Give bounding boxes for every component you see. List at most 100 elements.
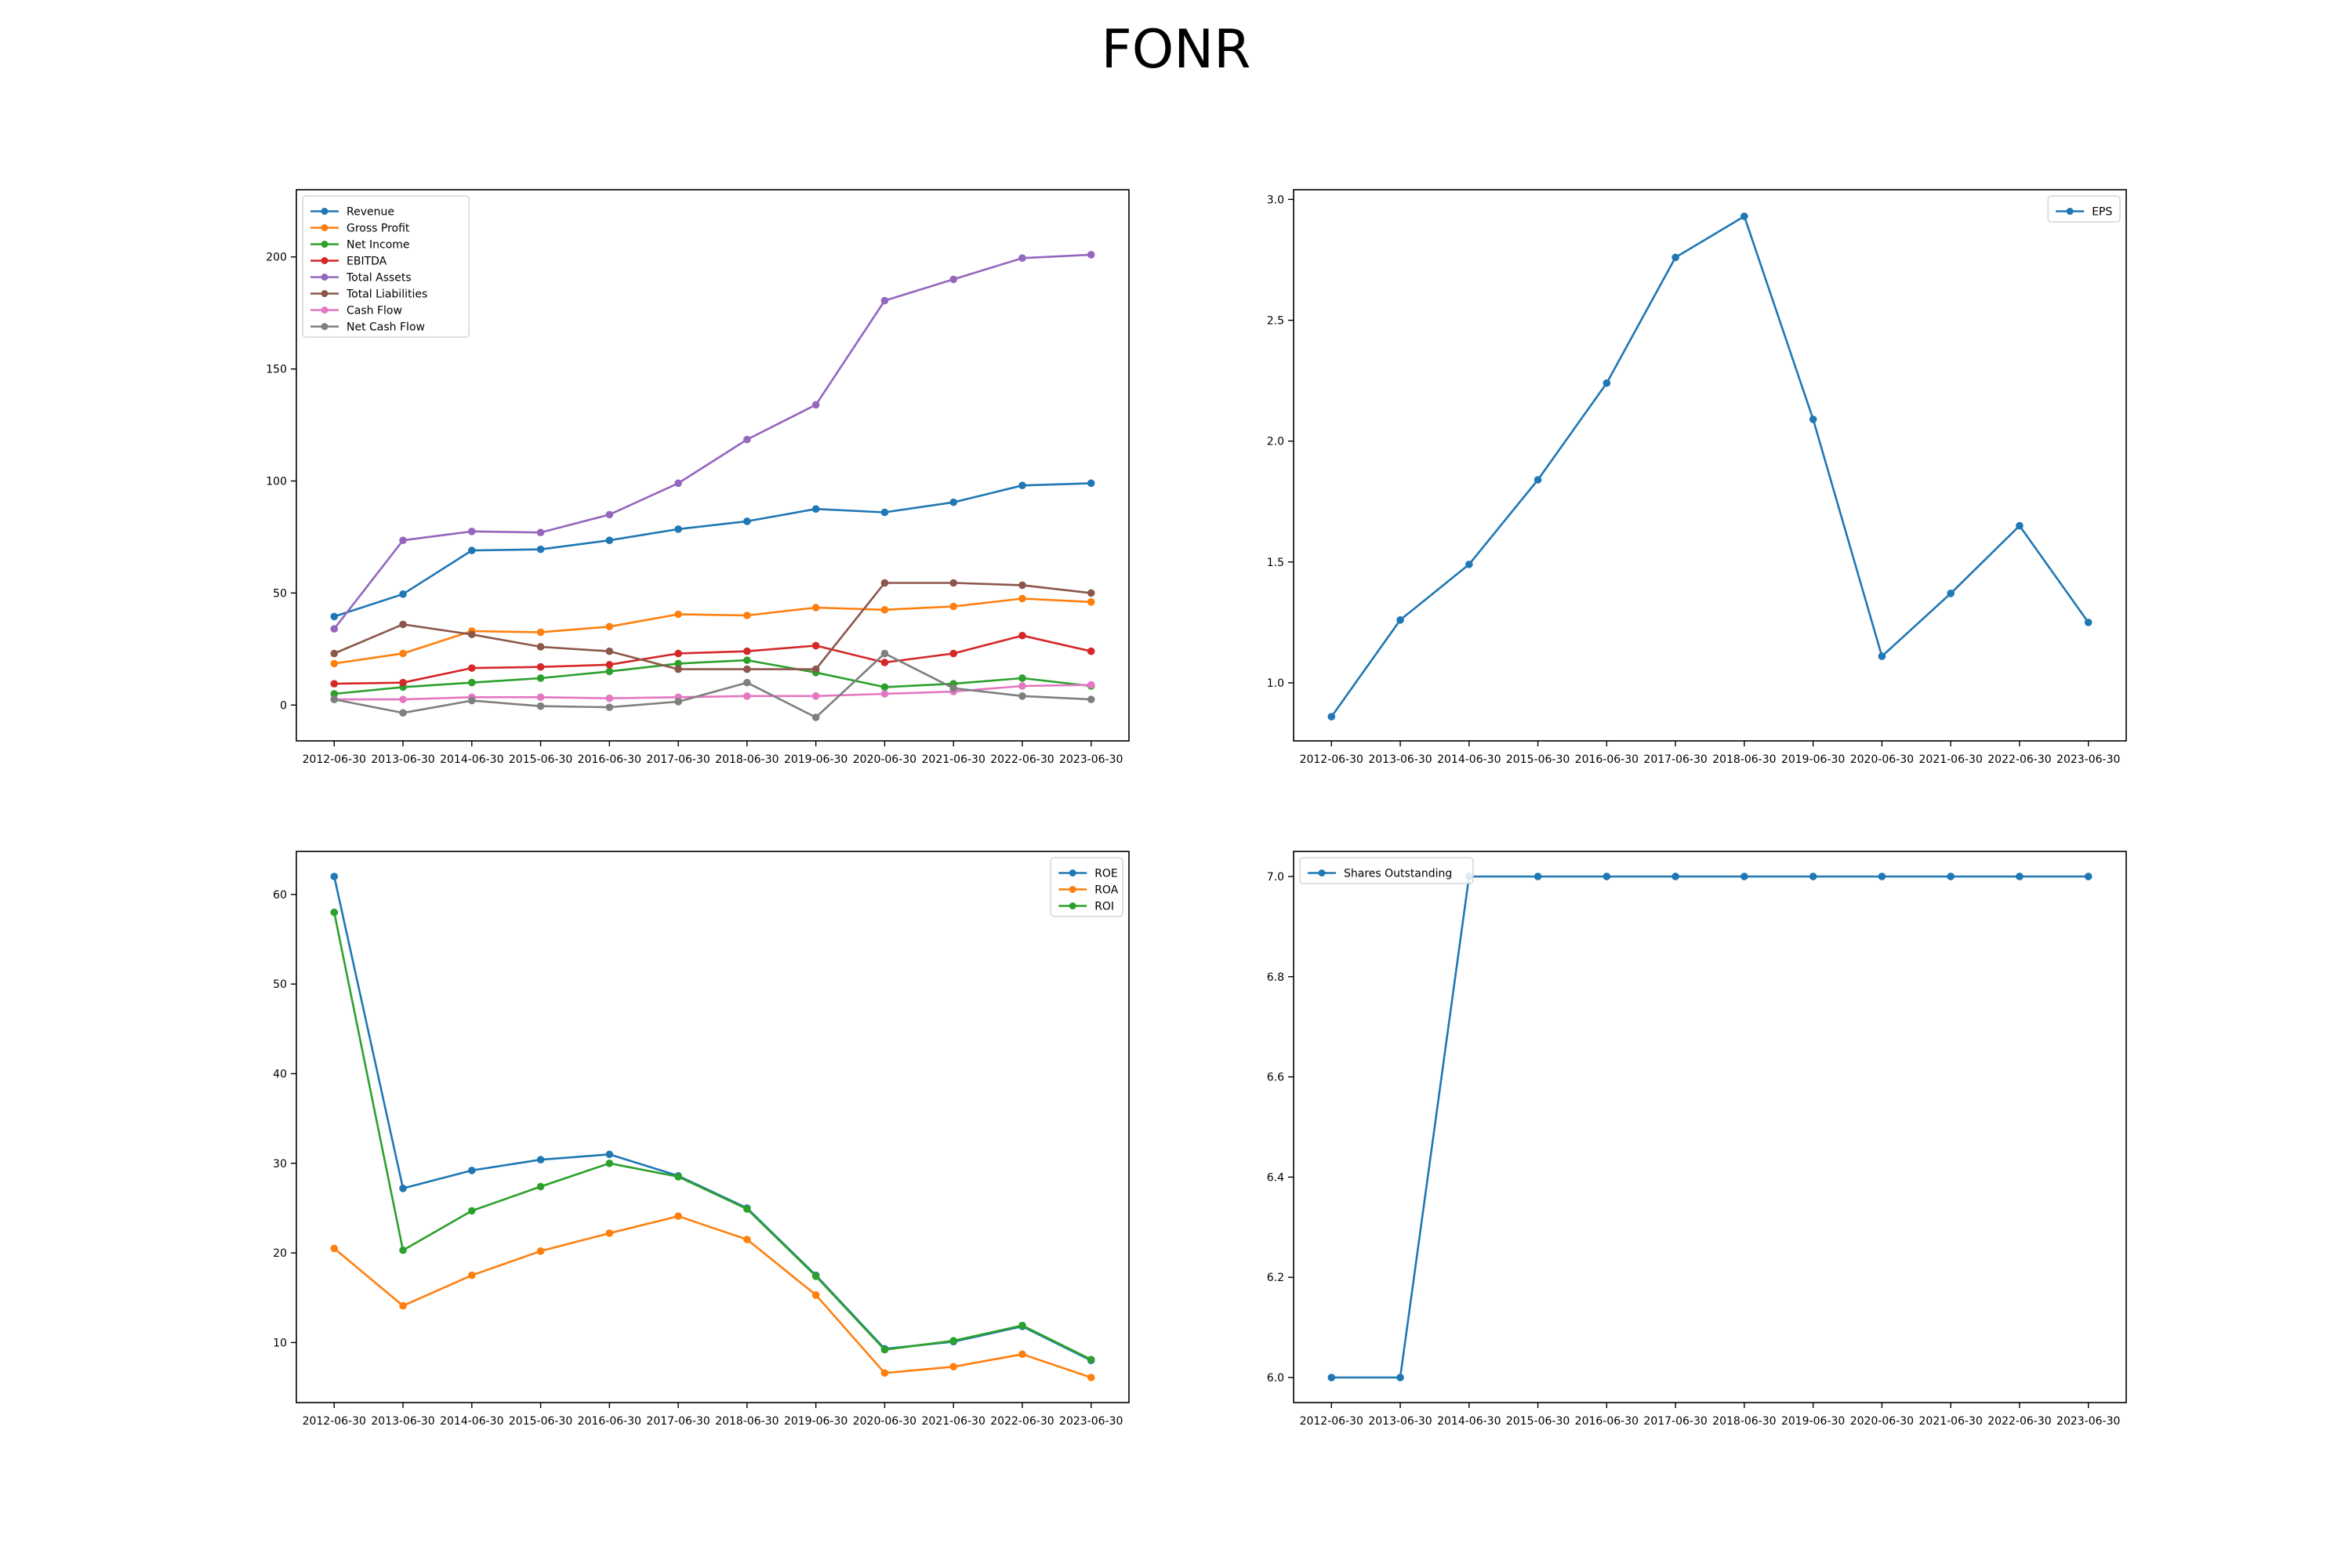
- legend-marker: [1069, 869, 1076, 877]
- data-point: [880, 683, 889, 691]
- series-net-income: [330, 656, 1095, 698]
- data-point: [1018, 1321, 1026, 1330]
- data-point: [1740, 212, 1748, 220]
- data-point: [330, 659, 339, 668]
- x-tick-label: 2013-06-30: [1368, 753, 1432, 766]
- legend-label: EBITDA: [347, 256, 387, 268]
- x-tick-label: 2022-06-30: [990, 753, 1054, 766]
- data-point: [2016, 873, 2024, 880]
- data-point: [743, 656, 751, 664]
- series-ebitda: [330, 631, 1095, 688]
- data-point: [811, 1291, 820, 1299]
- series-eps: [1327, 212, 2092, 720]
- y-tick-label: 100: [266, 476, 287, 488]
- data-point: [743, 1236, 751, 1243]
- y-tick-label: 30: [273, 1158, 287, 1171]
- x-tick-label: 2013-06-30: [371, 1415, 434, 1428]
- x-tick-label: 2018-06-30: [1712, 753, 1776, 766]
- legend-box: [2047, 195, 2121, 223]
- data-point: [536, 545, 545, 554]
- data-point: [949, 1337, 957, 1345]
- figure-title: FONR: [1101, 19, 1251, 81]
- data-point: [468, 1167, 476, 1174]
- data-point: [1087, 1374, 1095, 1381]
- series-total-assets: [330, 251, 1095, 633]
- x-tick-label: 2021-06-30: [922, 1415, 985, 1428]
- data-point: [674, 1212, 682, 1221]
- data-point: [605, 622, 614, 631]
- data-point: [330, 873, 339, 880]
- y-tick-label: 50: [273, 978, 287, 991]
- data-point: [949, 275, 957, 284]
- x-tick-label: 2019-06-30: [1781, 1415, 1845, 1428]
- x-tick-label: 2020-06-30: [1850, 1415, 1914, 1428]
- legend-label: EPS: [2092, 206, 2112, 219]
- x-tick-label: 2016-06-30: [1575, 1415, 1639, 1428]
- data-point: [880, 579, 889, 587]
- x-tick-label: 2014-06-30: [1437, 753, 1501, 766]
- data-point: [674, 479, 682, 488]
- series-line: [334, 659, 1091, 695]
- series-gross-profit: [330, 594, 1095, 668]
- y-tick-label: 6.2: [1267, 1272, 1284, 1284]
- x-tick-label: 2014-06-30: [440, 1415, 503, 1428]
- chart-3: 2012-06-30 2013-06-30 2014-06-30 2015-06-30…: [273, 851, 1130, 1428]
- x-tick-label: 2013-06-30: [1368, 1415, 1432, 1428]
- data-point: [399, 620, 407, 629]
- series-revenue: [330, 479, 1095, 621]
- legend-marker: [321, 224, 328, 231]
- legend-marker: [321, 274, 328, 281]
- x-tick-label: 2020-06-30: [1850, 753, 1914, 766]
- legend-marker: [321, 241, 328, 248]
- data-point: [1396, 616, 1404, 624]
- x-tick-label: 2016-06-30: [1575, 753, 1639, 766]
- data-point: [1087, 589, 1095, 597]
- x-tick-label: 2021-06-30: [1919, 753, 1983, 766]
- data-point: [1087, 479, 1095, 488]
- data-point: [330, 1244, 339, 1253]
- x-tick-label: 2021-06-30: [922, 753, 985, 766]
- data-point: [1018, 481, 1026, 490]
- data-point: [2084, 873, 2092, 880]
- x-tick-label: 2012-06-30: [1300, 753, 1363, 766]
- x-tick-label: 2022-06-30: [1987, 753, 2051, 766]
- data-point: [811, 401, 820, 409]
- data-point: [811, 604, 820, 612]
- data-point: [330, 649, 339, 658]
- data-point: [674, 1173, 682, 1181]
- legend: ROE ROA ROI: [1050, 857, 1123, 917]
- data-point: [605, 667, 614, 676]
- x-tick-label: 2023-06-30: [2056, 753, 2120, 766]
- y-tick-label: 0: [280, 699, 287, 712]
- x-tick-label: 2018-06-30: [715, 753, 779, 766]
- x-tick-label: 2017-06-30: [1643, 753, 1707, 766]
- data-point: [536, 702, 545, 710]
- x-tick-label: 2022-06-30: [1987, 1415, 2051, 1428]
- axes-frame: [1293, 189, 2127, 742]
- data-point: [468, 528, 476, 535]
- axes-frame: [296, 851, 1130, 1403]
- data-point: [1878, 652, 1886, 660]
- y-tick-label: 6.4: [1267, 1171, 1284, 1184]
- data-point: [949, 602, 957, 611]
- x-tick-label: 2015-06-30: [1506, 1415, 1570, 1428]
- chart-4: 2012-06-30 2013-06-30 2014-06-30 2015-06-30…: [1267, 851, 2127, 1428]
- data-point: [330, 625, 339, 633]
- data-point: [1327, 1374, 1336, 1381]
- data-point: [330, 680, 339, 688]
- data-point: [468, 630, 476, 639]
- data-point: [536, 528, 545, 537]
- y-tick-label: 50: [273, 587, 287, 600]
- data-point: [605, 694, 614, 702]
- x-tick-label: 2012-06-30: [303, 1415, 366, 1428]
- x-tick-label: 2023-06-30: [1059, 1415, 1123, 1428]
- data-point: [330, 690, 339, 698]
- data-point: [605, 1150, 614, 1159]
- legend-box: [1299, 857, 1474, 884]
- series-line: [334, 634, 1091, 685]
- x-tick-label: 2021-06-30: [1919, 1415, 1983, 1428]
- data-point: [468, 696, 476, 705]
- series-cash-flow: [330, 681, 1095, 703]
- data-point: [399, 1185, 407, 1192]
- legend-label: Net Income: [347, 239, 410, 252]
